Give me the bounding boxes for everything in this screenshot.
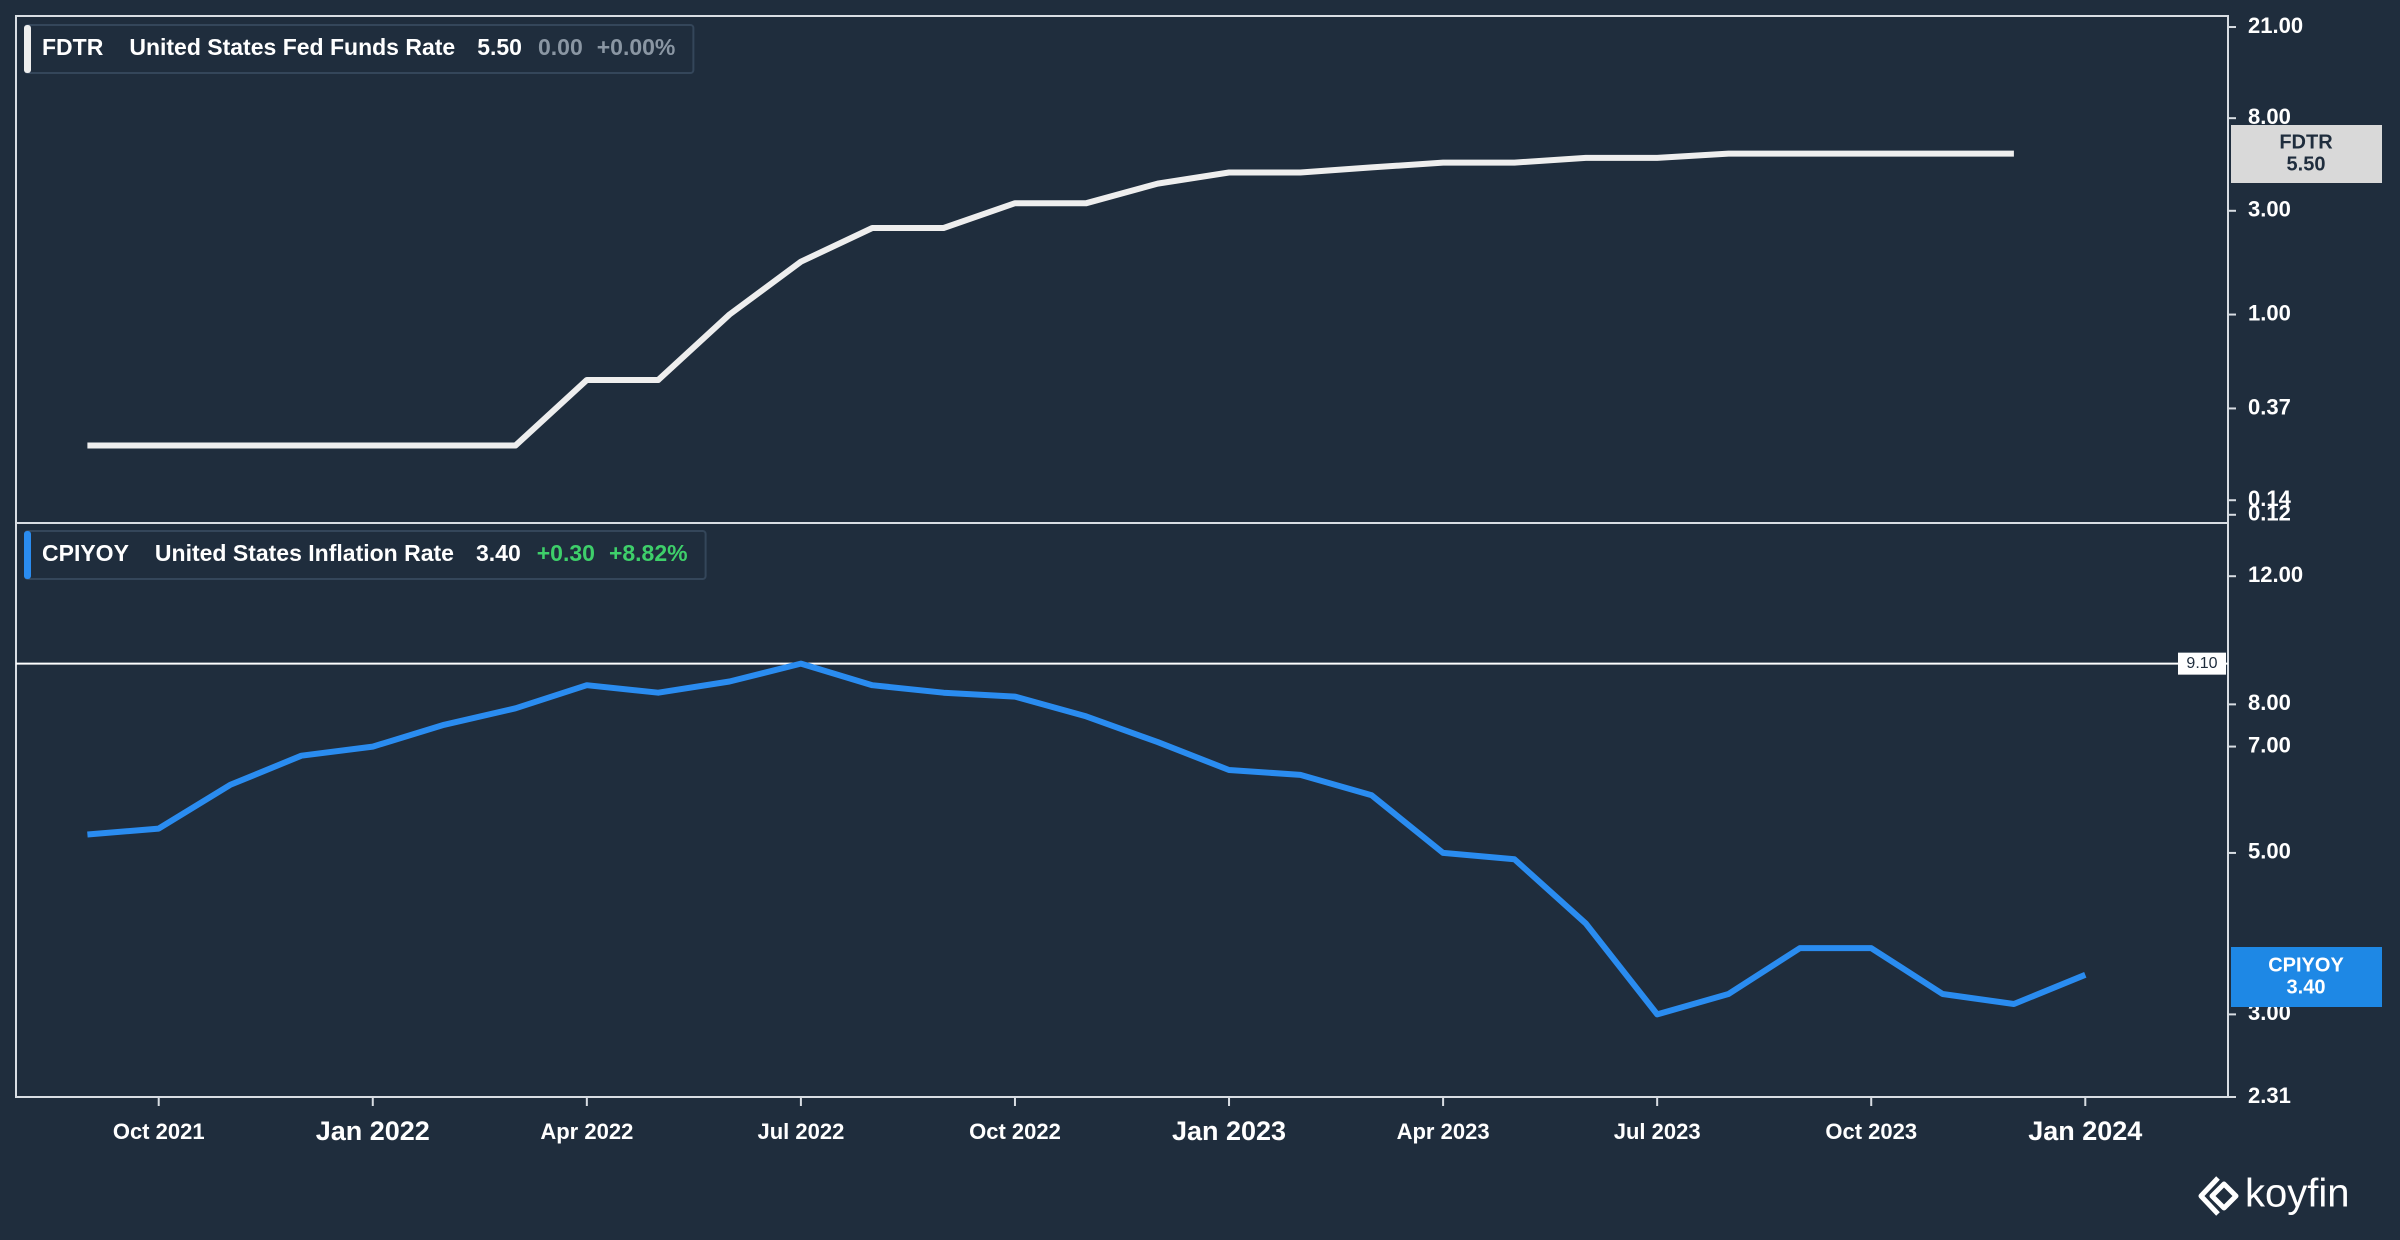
logo-icon: [2198, 1176, 2239, 1216]
x-tick-label: Oct 2023: [1825, 1119, 1917, 1144]
series-line: [87, 660, 2087, 1018]
legend-description: United States Inflation Rate: [155, 540, 454, 566]
y-tick-label: 0.37: [2248, 394, 2291, 419]
badge-ticker: CPIYOY: [2268, 954, 2344, 976]
legend-ticker: CPIYOY: [42, 540, 129, 566]
reference-label: 9.10: [2186, 655, 2217, 672]
y-tick-label: 2.31: [2248, 1083, 2291, 1108]
x-tick-label: Apr 2023: [1397, 1119, 1490, 1144]
badge-ticker: FDTR: [2279, 131, 2333, 153]
last-value-badge: [2231, 947, 2382, 1007]
legend-change: 0.00: [538, 34, 583, 60]
legend-description: United States Fed Funds Rate: [129, 34, 455, 60]
logo: koyfin: [2198, 1172, 2350, 1216]
y-tick-label: 8.00: [2248, 104, 2291, 129]
series-line: [87, 150, 2014, 449]
legend-change-pct: +0.00%: [597, 34, 676, 60]
y-tick-label: 5.00: [2248, 839, 2291, 864]
y-tick-label: 12.00: [2248, 562, 2303, 587]
y-tick-label: 21.00: [2248, 13, 2303, 38]
y-tick-label: 0.14: [2248, 486, 2292, 511]
plot-frame: [15, 15, 2229, 1098]
legend-change: +0.30: [537, 540, 595, 566]
y-tick-label: 3.00: [2248, 197, 2291, 222]
x-tick-label: Jul 2023: [1614, 1119, 1701, 1144]
x-tick-label: Oct 2022: [969, 1119, 1061, 1144]
badge-value: 3.40: [2287, 976, 2326, 998]
x-tick-label: Jan 2024: [2028, 1116, 2142, 1146]
x-tick-label: Jan 2023: [1172, 1116, 1286, 1146]
y-tick-label: 0.12: [2248, 501, 2291, 526]
logo-text: koyfin: [2245, 1172, 2350, 1216]
y-tick-label: 8.00: [2248, 690, 2291, 715]
x-tick-label: Oct 2021: [113, 1119, 205, 1144]
legend-last: 5.50: [477, 34, 522, 60]
legend-ticker: FDTR: [42, 34, 104, 60]
badge-value: 5.50: [2287, 153, 2326, 175]
legend: CPIYOY United States Inflation Rate 3.40 +0…: [24, 530, 707, 580]
x-tick-label: Jan 2022: [316, 1116, 430, 1146]
x-tick-label: Jul 2022: [757, 1119, 844, 1144]
last-value-badge: [2231, 125, 2382, 183]
x-tick-label: Apr 2022: [540, 1119, 633, 1144]
legend: FDTR United States Fed Funds Rate 5.50 0.00…: [24, 24, 695, 74]
legend-swatch: [24, 531, 31, 579]
reference-label-box: [2178, 652, 2226, 675]
y-tick-label: 1.00: [2248, 300, 2291, 325]
legend-change-pct: +8.82%: [609, 540, 688, 566]
legend-swatch: [24, 25, 31, 73]
y-tick-label: 7.00: [2248, 732, 2291, 757]
legend-last: 3.40: [476, 540, 521, 566]
